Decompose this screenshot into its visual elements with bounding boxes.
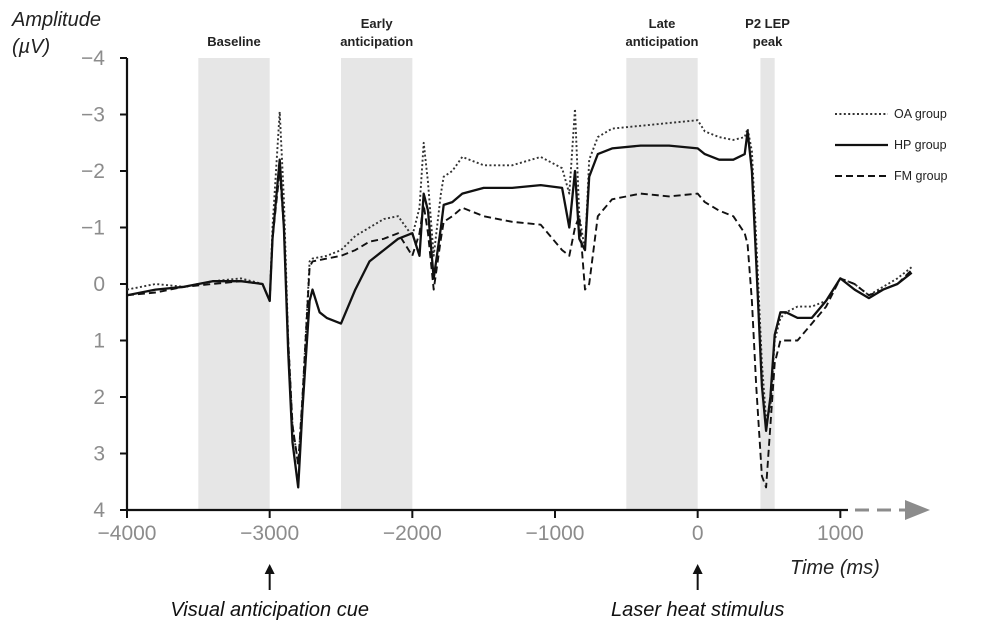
region-label-late-anticipation: anticipation [626, 34, 699, 49]
legend-label-fm-group: FM group [894, 169, 948, 183]
arrow-up-icon [264, 564, 275, 574]
shaded-region-late-anticipation [626, 58, 698, 510]
region-label-p2-lep-peak: peak [753, 34, 783, 49]
series-lines [126, 107, 913, 489]
x-tick-label: −3000 [240, 522, 299, 545]
y-ticks: −4 −3 −2 −1 0 1 2 3 4 [81, 47, 127, 522]
axis-titles: Amplitude (µV) Time (ms) [11, 9, 880, 579]
y-tick-label: 0 [93, 273, 105, 296]
y-axis-title: (µV) [12, 36, 50, 58]
shaded-region-early-anticipation [341, 58, 413, 510]
y-tick-label: −4 [81, 47, 105, 70]
region-label-late-anticipation: Late [649, 16, 676, 31]
x-tick-label: −1000 [526, 522, 585, 545]
region-label-early-anticipation: Early [361, 16, 394, 31]
annotation-laser-heat-stimulus: Laser heat stimulus [611, 599, 784, 621]
region-label-early-anticipation: anticipation [340, 34, 413, 49]
x-tick-label: 0 [692, 522, 704, 545]
region-label-baseline: Baseline [207, 34, 260, 49]
shaded-region-p2-lep-peak [760, 58, 775, 510]
annotations: Visual anticipation cue Laser heat stimul… [170, 564, 784, 621]
series-line-fm-group [126, 170, 913, 489]
y-tick-label: 1 [93, 330, 105, 353]
legend-label-oa-group: OA group [894, 107, 947, 121]
legend-label-hp-group: HP group [894, 138, 947, 152]
x-ticks: −4000 −3000 −2000 −1000 0 1000 [98, 510, 864, 545]
x-tick-label: −4000 [98, 522, 157, 545]
x-tick-label: −2000 [383, 522, 442, 545]
y-tick-label: −3 [81, 104, 105, 127]
region-labels: Baseline Early anticipation Late anticipatio… [207, 16, 790, 49]
y-tick-label: −1 [81, 217, 105, 240]
series-line-hp-group [126, 130, 913, 489]
legend: OA group HP group FM group [835, 107, 948, 183]
y-tick-label: 2 [93, 386, 105, 409]
y-tick-label: −2 [81, 160, 105, 183]
x-axis-arrow-icon [905, 500, 930, 520]
arrow-up-icon [692, 564, 703, 574]
x-tick-label: 1000 [817, 522, 864, 545]
y-tick-label: 4 [93, 499, 105, 522]
annotation-visual-anticipation-cue: Visual anticipation cue [170, 599, 369, 621]
region-label-p2-lep-peak: P2 LEP [745, 16, 790, 31]
y-tick-label: 3 [93, 443, 105, 466]
x-axis-title: Time (ms) [790, 557, 880, 579]
y-axis-title: Amplitude [11, 9, 101, 31]
